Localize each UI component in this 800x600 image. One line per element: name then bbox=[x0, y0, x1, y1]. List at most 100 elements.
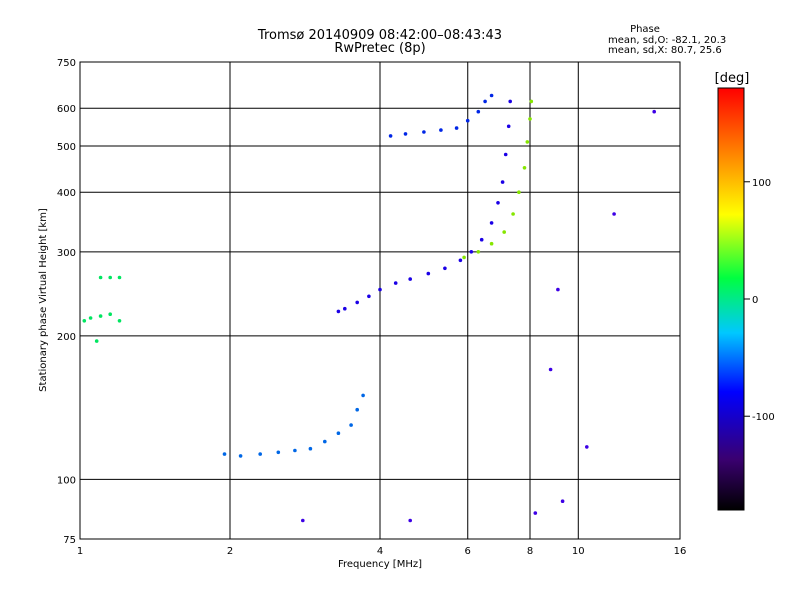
data-point bbox=[489, 241, 494, 246]
x-tick-label: 6 bbox=[465, 546, 471, 557]
data-point bbox=[378, 287, 382, 292]
data-point bbox=[336, 309, 341, 314]
chart-title: Tromsø 20140909 08:42:00–08:43:43 bbox=[257, 28, 502, 43]
data-point bbox=[458, 258, 463, 263]
data-point bbox=[88, 316, 93, 320]
data-point bbox=[117, 275, 122, 280]
data-point bbox=[439, 128, 443, 132]
data-point bbox=[222, 452, 227, 456]
data-point bbox=[503, 152, 508, 157]
data-point bbox=[403, 132, 408, 136]
data-point bbox=[422, 130, 426, 134]
data-point bbox=[652, 109, 656, 114]
x-axis-ticks: 1 2 4 6 8 10 16 bbox=[77, 546, 687, 557]
data-point bbox=[293, 448, 297, 453]
phase-stats: Phase mean, sd,O: -82.1, 20.3 mean, sd,X… bbox=[608, 24, 726, 56]
colorbar-label: [deg] bbox=[715, 71, 750, 86]
data-point bbox=[308, 446, 313, 451]
phase-stats-o: mean, sd,O: -82.1, 20.3 bbox=[608, 35, 726, 46]
x-tick-label: 1 bbox=[77, 546, 83, 557]
data-point bbox=[528, 117, 532, 121]
data-point bbox=[548, 367, 553, 372]
grid bbox=[80, 62, 680, 539]
colorbar-ticks: 100 0 -100 bbox=[744, 178, 775, 423]
x-tick-label: 4 bbox=[377, 546, 383, 557]
data-point bbox=[612, 212, 616, 216]
data-point bbox=[556, 287, 560, 292]
data-point bbox=[258, 452, 263, 456]
colorbar-gradient bbox=[717, 87, 745, 511]
data-point bbox=[108, 312, 112, 317]
x-tick-label: 8 bbox=[527, 546, 533, 557]
data-point bbox=[336, 431, 341, 436]
data-point bbox=[533, 511, 538, 515]
data-point bbox=[517, 190, 521, 194]
data-point bbox=[323, 439, 327, 444]
data-point bbox=[349, 423, 353, 427]
data-point bbox=[560, 499, 565, 504]
y-tick-label: 500 bbox=[57, 142, 76, 153]
data-point bbox=[454, 126, 459, 130]
x-axis-label: Frequency [MHz] bbox=[338, 559, 422, 570]
data-point bbox=[479, 237, 484, 242]
data-point bbox=[496, 201, 500, 205]
data-point bbox=[522, 166, 527, 170]
data-point bbox=[408, 277, 413, 281]
data-point bbox=[408, 518, 413, 523]
data-point bbox=[355, 300, 360, 305]
y-axis-ticks: 75 100 200 300 400 500 600 750 bbox=[57, 58, 76, 546]
colorbar-tick-label: 0 bbox=[752, 295, 758, 306]
data-point bbox=[483, 99, 487, 104]
data-point bbox=[98, 314, 103, 318]
y-tick-label: 200 bbox=[57, 332, 76, 343]
data-point bbox=[393, 281, 398, 285]
echo-points bbox=[82, 93, 656, 523]
data-point bbox=[529, 99, 534, 104]
x-tick-label: 16 bbox=[674, 546, 687, 557]
data-point bbox=[585, 445, 589, 449]
data-point bbox=[361, 393, 365, 398]
data-point bbox=[489, 221, 494, 225]
data-point bbox=[276, 450, 281, 455]
data-point bbox=[343, 306, 347, 311]
data-point bbox=[465, 118, 470, 123]
data-point bbox=[301, 518, 305, 523]
y-tick-label: 750 bbox=[57, 58, 76, 69]
data-point bbox=[367, 294, 371, 299]
data-point bbox=[94, 339, 99, 343]
data-point bbox=[443, 266, 447, 271]
x-tick-label: 10 bbox=[572, 546, 585, 557]
data-point bbox=[98, 275, 103, 280]
colorbar-tick-label: 100 bbox=[752, 178, 771, 189]
data-point bbox=[525, 140, 530, 144]
y-tick-label: 300 bbox=[57, 248, 76, 259]
chart-title-group: Tromsø 20140909 08:42:00–08:43:43 RwPret… bbox=[257, 28, 502, 56]
y-tick-label: 100 bbox=[57, 475, 76, 486]
phase-stats-heading: Phase bbox=[630, 24, 660, 35]
y-tick-label: 400 bbox=[57, 188, 76, 199]
data-point bbox=[108, 275, 112, 280]
y-tick-label: 75 bbox=[63, 535, 76, 546]
chart-subtitle: RwPretec (8p) bbox=[334, 41, 425, 56]
colorbar: [deg] 100 0 -100 bbox=[715, 71, 775, 511]
data-point bbox=[388, 134, 393, 138]
data-point bbox=[238, 454, 243, 458]
data-point bbox=[500, 180, 505, 184]
data-point bbox=[355, 407, 360, 412]
data-point bbox=[82, 319, 87, 323]
data-point bbox=[426, 271, 431, 276]
colorbar-tick-label: -100 bbox=[752, 412, 775, 423]
x-tick-label: 2 bbox=[227, 546, 233, 557]
data-point bbox=[511, 212, 515, 216]
data-point bbox=[476, 109, 481, 114]
data-point bbox=[506, 124, 511, 129]
phase-stats-x: mean, sd,X: 80.7, 25.6 bbox=[608, 45, 722, 56]
data-point bbox=[502, 230, 507, 234]
y-axis-label: Stationary phase Virtual Height [km] bbox=[38, 208, 49, 392]
data-point bbox=[117, 319, 122, 323]
data-point bbox=[476, 250, 481, 254]
data-point bbox=[469, 250, 474, 254]
y-tick-label: 600 bbox=[57, 104, 76, 115]
data-point bbox=[489, 93, 494, 98]
